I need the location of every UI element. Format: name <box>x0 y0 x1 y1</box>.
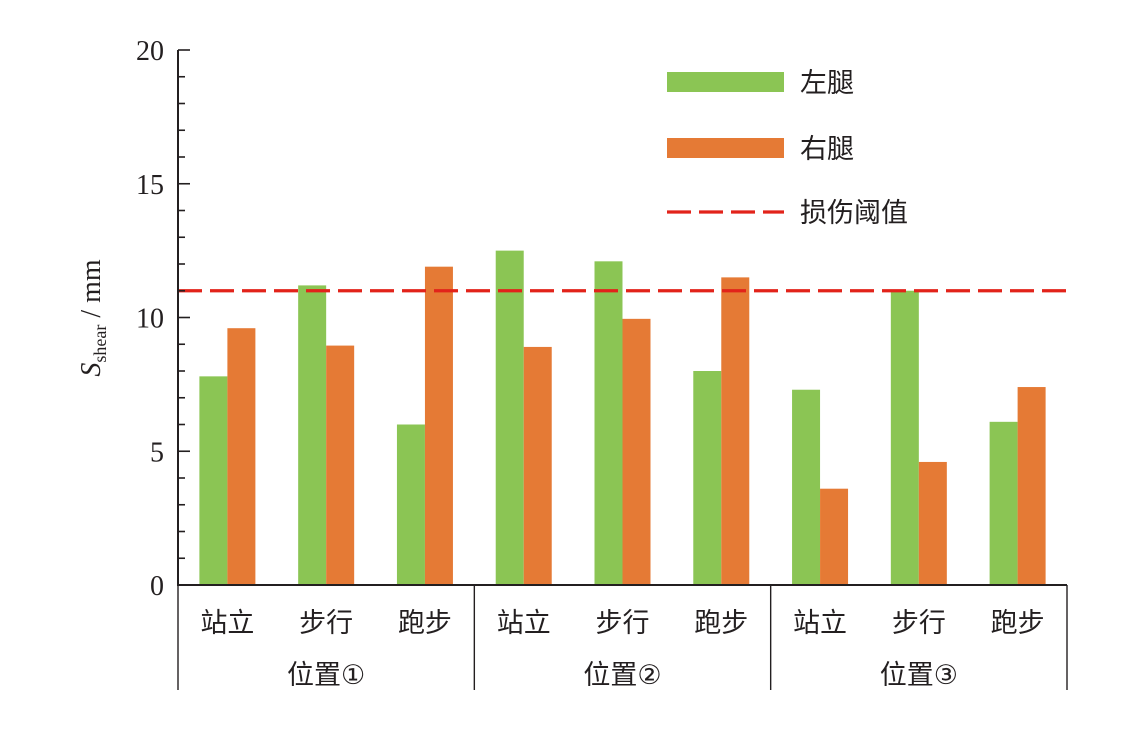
y-axis-label-symbol: S <box>76 363 107 377</box>
bar-left-5 <box>693 371 722 585</box>
y-ticks <box>178 49 190 586</box>
bar-left-4 <box>594 261 623 585</box>
y-tick-label-0: 0 <box>150 571 164 602</box>
y-axis-label-unit: / mm <box>76 259 107 325</box>
y-axis-label: Sshear / mm <box>76 259 110 377</box>
y-tick-label-15: 15 <box>136 170 164 201</box>
x-category-label-7: 步行 <box>892 608 946 639</box>
y-tick-label-5: 5 <box>150 437 164 468</box>
y-tick-label-10: 10 <box>136 304 164 335</box>
bar-left-8 <box>989 421 1018 585</box>
x-category-label-5: 跑步 <box>694 608 748 639</box>
x-category-label-1: 步行 <box>299 608 353 639</box>
bar-left-1 <box>298 285 327 585</box>
bar-left-6 <box>792 389 821 585</box>
x-category-label-2: 跑步 <box>398 608 452 639</box>
bar-left-2 <box>396 424 425 585</box>
bar-right-5 <box>721 277 750 585</box>
bar-right-2 <box>424 266 453 585</box>
x-category-label-0: 站立 <box>200 608 254 639</box>
y-axis-label-subscript: shear <box>90 325 110 363</box>
legend-swatch-right-leg <box>667 138 784 158</box>
x-group-label-0: 位置① <box>287 660 365 691</box>
legend-label-right-leg: 右腿 <box>800 134 854 165</box>
x-category-label-6: 站立 <box>793 608 847 639</box>
bar-right-7 <box>918 461 947 585</box>
x-category-label-4: 步行 <box>596 608 650 639</box>
y-tick-label-20: 20 <box>136 36 164 67</box>
bar-right-1 <box>326 345 355 585</box>
x-group-label-2: 位置③ <box>880 660 958 691</box>
bar-right-3 <box>523 346 552 585</box>
legend-label-threshold: 损伤阈值 <box>800 198 908 229</box>
x-category-label-8: 跑步 <box>991 608 1045 639</box>
bar-left-0 <box>199 376 228 585</box>
legend-label-left-leg: 左腿 <box>800 68 854 99</box>
bar-right-8 <box>1017 387 1046 585</box>
bar-left-7 <box>890 290 919 585</box>
group-separators <box>177 585 1068 690</box>
x-group-label-1: 位置② <box>583 660 661 691</box>
bar-left-3 <box>495 250 524 585</box>
x-category-label-3: 站立 <box>497 608 551 639</box>
bar-right-0 <box>227 328 256 585</box>
bar-right-4 <box>622 318 651 585</box>
legend-swatch-left-leg <box>667 72 784 92</box>
bars <box>199 250 1046 585</box>
bar-right-6 <box>820 488 849 585</box>
